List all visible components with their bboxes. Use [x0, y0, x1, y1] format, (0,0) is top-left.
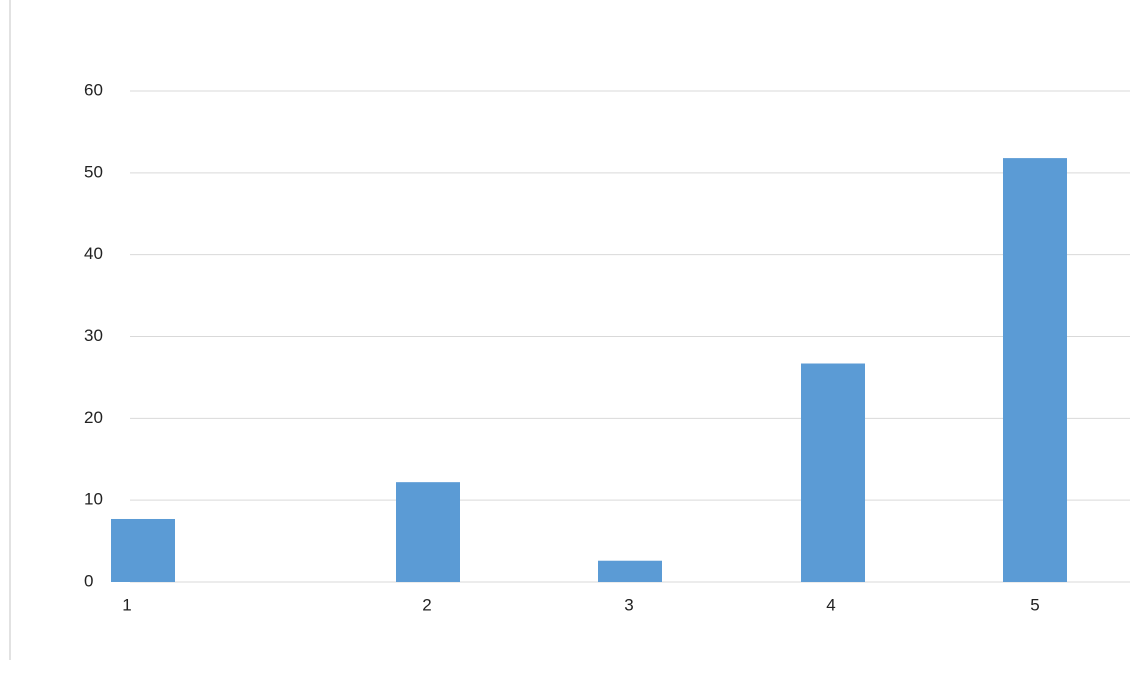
bar	[111, 518, 175, 582]
y-tick-label: 50	[84, 162, 103, 181]
y-tick-label: 40	[84, 244, 103, 263]
y-tick-label: 60	[84, 80, 103, 99]
bar	[801, 363, 865, 582]
x-tick-label: 5	[1030, 595, 1039, 614]
x-tick-label: 4	[826, 595, 835, 614]
x-tick-label: 2	[422, 595, 431, 614]
bar	[598, 560, 662, 582]
bar	[396, 482, 460, 582]
y-tick-label: 10	[84, 490, 103, 509]
x-tick-label: 1	[122, 595, 131, 614]
y-tick-label: 0	[84, 571, 93, 590]
bar	[1003, 158, 1067, 582]
y-tick-label: 20	[84, 408, 103, 427]
x-tick-label: 3	[624, 595, 633, 614]
y-tick-label: 30	[84, 326, 103, 345]
